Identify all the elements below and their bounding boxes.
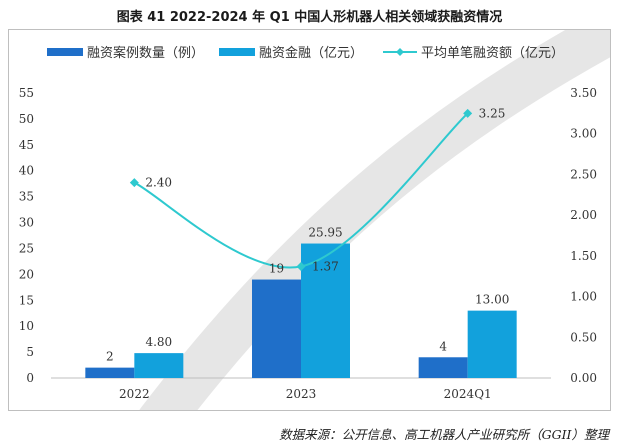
line-marker (296, 261, 306, 271)
source-note: 数据来源：公开信息、高工机器人产业研究所（GGII）整理 (279, 427, 609, 442)
bar-data-label: 2 (106, 350, 114, 364)
chart: 融资案例数量（例） 融资金融（亿元） 平均单笔融资额（亿元） 0 5 10 15 20 25 3… (19, 30, 610, 410)
y-left-tick-label: 25 (19, 241, 34, 255)
y-left-tick-label: 50 (19, 112, 34, 126)
bar (134, 353, 184, 378)
bar-data-label: 13.00 (475, 293, 509, 307)
line-data-label: 3.25 (479, 106, 506, 120)
y-left-tick-label: 5 (26, 345, 34, 359)
y-left-tick-label: 55 (19, 86, 34, 100)
bar (467, 310, 517, 378)
line-data-label: 1.37 (312, 259, 339, 273)
y-right-tick-label: 2.00 (570, 208, 597, 222)
y-left-tick-label: 45 (19, 138, 34, 152)
chart-frame: 融资案例数量（例） 融资金融（亿元） 平均单笔融资额（亿元） 0 5 10 15 20 25 3… (8, 29, 611, 411)
bars (85, 243, 517, 378)
y-left-tick-label: 15 (19, 293, 34, 307)
bar (418, 357, 468, 378)
average-line (129, 108, 473, 271)
y-right-tick-label: 0.00 (570, 371, 597, 385)
y-right-tick-label: 3.00 (570, 127, 597, 141)
watermark-stroke (139, 30, 610, 410)
axes: 0 5 10 15 20 25 30 35 40 45 50 55 0.00 0.50 1.00 1.50 2.… (19, 86, 597, 401)
legend-label: 平均单笔融资额（亿元） (421, 45, 564, 61)
legend-label: 融资案例数量（例） (87, 46, 204, 61)
bar (301, 243, 350, 378)
y-right-tick-label: 3.50 (570, 86, 597, 100)
bar (252, 279, 301, 378)
y-left-tick-label: 30 (19, 216, 34, 230)
y-right-tick-label: 1.00 (570, 290, 597, 304)
bar (85, 367, 135, 378)
x-tick-label: 2022 (119, 387, 150, 401)
y-left-tick-label: 0 (26, 371, 34, 385)
bar-data-label: 19 (269, 262, 284, 276)
legend-swatch-marker (396, 48, 404, 56)
y-left-tick-label: 10 (19, 319, 34, 333)
y-right-tick-label: 2.50 (570, 167, 597, 181)
bar-data-label: 4.80 (145, 335, 172, 349)
line-data-label: 2.40 (145, 176, 172, 190)
legend: 融资案例数量（例） 融资金融（亿元） 平均单笔融资额（亿元） (47, 45, 564, 61)
bar-data-label: 4 (439, 339, 447, 353)
line-marker (129, 178, 139, 188)
y-left-tick-label: 40 (19, 164, 34, 178)
x-tick-label: 2023 (286, 387, 317, 401)
figure-title: 图表 41 2022-2024 年 Q1 中国人形机器人相关领域获融资情况 (116, 10, 503, 25)
legend-swatch (219, 48, 255, 56)
watermark-swoosh (139, 30, 610, 410)
data-labels: 2 19 4 4.80 25.95 13.00 2.40 1.37 3.25 (106, 106, 509, 363)
y-left-tick-label: 20 (19, 267, 34, 281)
x-tick-label: 2024Q1 (444, 387, 492, 401)
bar-data-label: 25.95 (308, 226, 342, 240)
y-right-tick-label: 0.50 (570, 330, 597, 344)
y-left-tick-label: 35 (19, 190, 34, 204)
legend-swatch (47, 48, 83, 56)
y-right-tick-label: 1.50 (570, 249, 597, 263)
line-marker (463, 108, 473, 118)
legend-label: 融资金融（亿元） (259, 45, 363, 61)
